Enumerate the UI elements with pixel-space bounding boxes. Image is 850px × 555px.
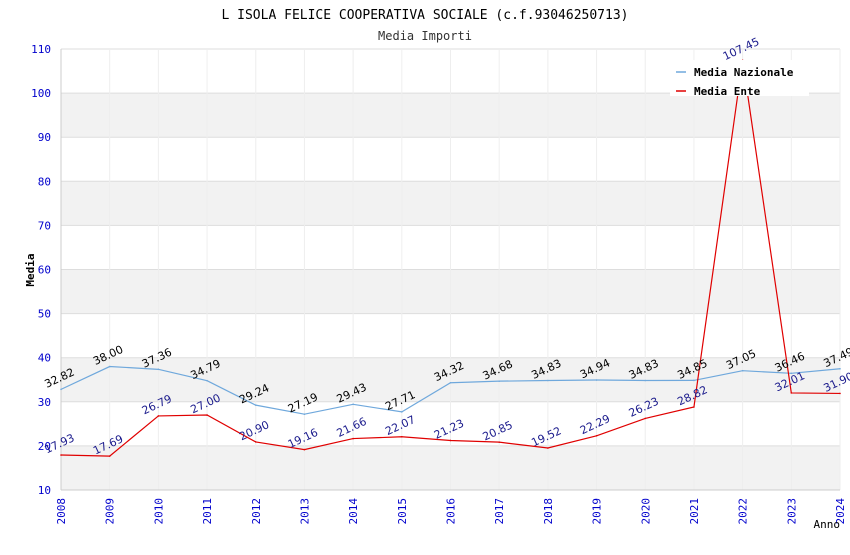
y-tick-label: 90 xyxy=(38,131,51,144)
y-tick-label: 50 xyxy=(38,308,51,321)
data-point xyxy=(839,392,841,395)
data-point xyxy=(60,388,62,391)
data-point xyxy=(60,454,62,456)
data-point xyxy=(157,415,160,417)
x-tick-label: 2022 xyxy=(737,498,750,525)
y-tick-label: 10 xyxy=(38,484,51,497)
data-label: 21.66 xyxy=(335,415,369,440)
y-tick-label: 20 xyxy=(38,440,51,453)
y-tick-label: 40 xyxy=(38,352,51,365)
data-point xyxy=(644,379,647,382)
data-point xyxy=(790,392,793,394)
x-tick-label: 2010 xyxy=(152,498,165,525)
data-point xyxy=(595,435,598,437)
x-tick-label: 2015 xyxy=(396,498,409,525)
data-point xyxy=(352,403,354,406)
data-point xyxy=(254,404,257,406)
y-tick-label: 110 xyxy=(31,43,51,56)
data-label: 21.23 xyxy=(432,417,466,442)
x-tick-label: 2019 xyxy=(591,498,604,525)
data-point xyxy=(498,441,500,443)
data-label: 107.45 xyxy=(721,35,761,63)
data-point xyxy=(401,411,403,413)
x-tick-label: 2008 xyxy=(55,498,68,525)
data-point xyxy=(547,379,549,382)
data-point xyxy=(401,435,403,438)
x-tick-label: 2011 xyxy=(201,498,214,525)
data-point xyxy=(254,441,257,443)
legend-box xyxy=(670,60,809,96)
x-tick-label: 2014 xyxy=(347,498,360,525)
x-tick-label: 2013 xyxy=(298,498,311,525)
data-point xyxy=(352,437,354,440)
y-tick-label: 60 xyxy=(38,264,51,277)
data-point xyxy=(303,413,306,415)
y-tick-label: 100 xyxy=(31,87,51,100)
x-tick-label: 2012 xyxy=(250,498,263,525)
axes: 10 20 30 40 50 60 70 80 90 100 110 2008 2009 2010 2011… xyxy=(31,43,847,525)
data-point xyxy=(206,414,208,416)
x-tick-label: 2020 xyxy=(639,498,652,525)
x-tick-label: 2017 xyxy=(493,498,506,525)
x-tick-label: 2018 xyxy=(542,498,555,525)
data-point xyxy=(547,447,549,449)
y-axis-label: Media xyxy=(24,253,37,286)
data-point xyxy=(741,369,744,372)
data-point xyxy=(644,417,647,420)
data-point xyxy=(839,367,841,370)
data-label: 20.90 xyxy=(237,418,271,443)
legend: Media Nazionale Media Ente xyxy=(670,60,809,98)
y-tick-label: 70 xyxy=(38,219,51,232)
data-label: 22.07 xyxy=(383,413,417,438)
x-tick-label: 2023 xyxy=(785,498,798,525)
series-lines xyxy=(60,59,841,457)
data-point xyxy=(693,406,695,408)
chart-title: L ISOLA FELICE COOPERATIVA SOCIALE (c.f.… xyxy=(222,8,629,23)
data-point xyxy=(206,379,208,382)
data-point xyxy=(157,368,160,371)
data-point xyxy=(790,372,793,375)
x-axis-label: Anno xyxy=(814,518,841,531)
x-tick-label: 2024 xyxy=(834,498,847,525)
data-point xyxy=(693,379,695,382)
legend-entry: Media Ente xyxy=(694,85,761,98)
data-label: 20.85 xyxy=(481,418,515,443)
data-point xyxy=(108,455,111,457)
x-tick-label: 2016 xyxy=(445,498,458,525)
data-point xyxy=(303,448,306,451)
data-label: 22.29 xyxy=(578,412,612,437)
y-tick-label: 30 xyxy=(38,396,51,409)
legend-entry: Media Nazionale xyxy=(694,66,794,79)
data-point xyxy=(595,379,598,381)
y-tick-label: 80 xyxy=(38,175,51,188)
chart-subtitle: Media Importi xyxy=(378,29,472,43)
data-point xyxy=(449,381,452,384)
data-point xyxy=(108,365,111,368)
x-tick-label: 2009 xyxy=(104,498,117,525)
data-point xyxy=(449,439,452,442)
data-point xyxy=(498,380,500,382)
x-tick-label: 2021 xyxy=(688,498,701,525)
